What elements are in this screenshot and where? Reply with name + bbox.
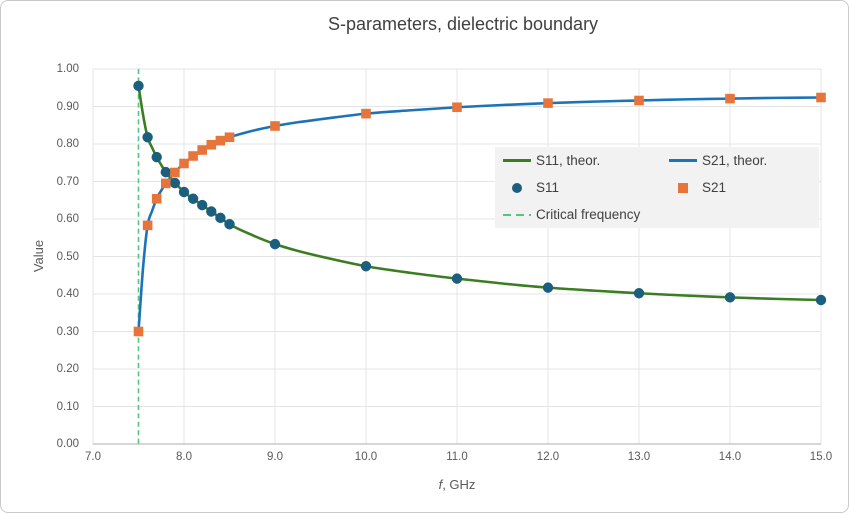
x-axis-title: f, GHz [357,477,557,492]
legend-label-critical-frequency: Critical frequency [536,207,641,222]
s21-marker [188,151,198,161]
s21-marker [133,326,144,337]
s11-marker [160,166,171,178]
s11-marker [206,206,217,217]
s11-marker-swatch [512,182,522,193]
y-tick-label: 0.20 [56,363,79,375]
s21-marker [270,121,280,131]
s11-marker [815,294,827,306]
x-tick-label: 11.0 [446,451,468,463]
s21-marker [452,102,462,113]
s11-marker [197,199,208,211]
legend-label-s11-theor: S11, theor. [536,153,601,168]
s21-theor-line-swatch [669,159,697,162]
s11-marker [360,261,372,272]
legend-item-critical-frequency: Critical frequency [503,207,669,222]
s11-marker [633,288,645,299]
x-tick-label: 8.0 [176,451,192,463]
s11-marker [215,212,226,224]
legend-item-s11-theor: S11, theor. [503,153,669,168]
legend-item-s21-theor: S21, theor. [669,153,819,168]
x-tick-label: 13.0 [627,451,651,463]
y-tick-label: 0.50 [56,250,79,263]
s21-marker [215,135,226,146]
legend-item-s11: S11 [503,180,669,195]
s11-marker [169,177,181,189]
s21-marker [206,139,217,150]
s21-marker-swatch [678,182,688,193]
s21-marker [361,108,371,119]
x-tick-label: 15.0 [809,451,833,463]
chart-title: S-parameters, dielectric boundary [327,14,599,34]
y-tick-label: 0.60 [56,213,79,225]
y-tick-label: 0.80 [56,138,79,150]
s21-marker [151,193,162,204]
s21-marker [161,178,171,189]
s21-marker [142,220,153,231]
legend: S11, theor. S21, theor. S11 S21 Critical… [495,147,819,228]
legend-label-s21-theor: S21, theor. [702,153,768,168]
legend-label-s11: S11 [536,180,560,195]
s21-marker [816,92,826,103]
s11-marker [187,193,199,204]
x-axis-variable: f [438,477,443,492]
s11-theor-line-swatch [503,159,531,162]
s21-marker [170,167,180,178]
y-tick-label: 1.00 [56,63,79,75]
s11-marker [151,151,162,163]
s21-marker [197,145,207,155]
x-tick-label: 7.0 [85,451,101,463]
s21-marker [543,98,553,108]
y-tick-label: 0.00 [56,438,79,450]
s11-marker [724,292,736,303]
s21-marker [725,93,735,104]
s11-marker [133,80,144,92]
x-tick-label: 12.0 [536,451,560,463]
s21-marker [634,95,644,106]
s11-marker [542,282,554,293]
s11-marker [269,238,281,250]
s21-marker [224,132,235,143]
legend-item-s21: S21 [669,180,819,195]
x-axis-unit: , GHz [442,477,476,492]
s11-marker [451,273,463,284]
s21-marker [179,158,189,169]
x-tick-label: 14.0 [718,451,742,463]
s11-marker [178,186,190,198]
y-tick-label: 0.90 [56,100,79,113]
critical-frequency-dash-swatch [503,213,531,216]
x-tick-label: 10.0 [354,451,378,463]
y-tick-label: 0.30 [56,325,79,338]
y-tick-label: 0.40 [56,288,79,300]
s11-marker [142,132,153,143]
legend-label-s21: S21 [702,180,727,195]
s11-marker [224,219,235,230]
y-tick-label: 0.70 [56,175,79,188]
x-tick-label: 9.0 [267,451,283,463]
y-tick-label: 0.10 [56,400,79,413]
